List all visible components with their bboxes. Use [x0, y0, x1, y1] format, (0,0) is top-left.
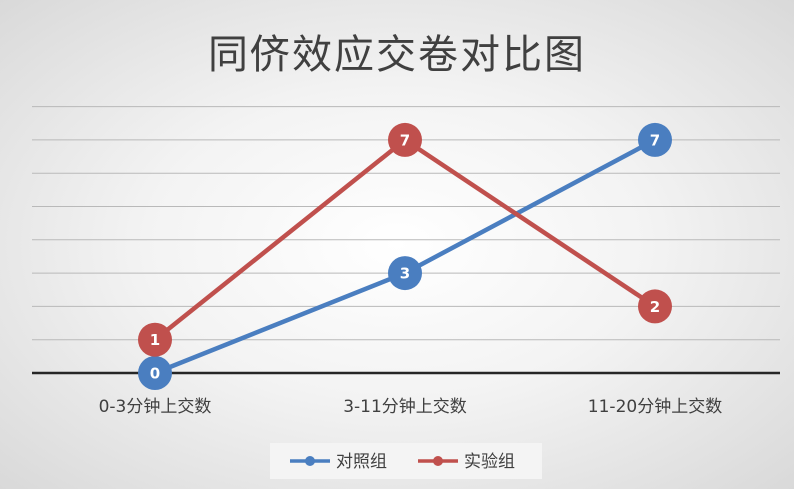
data-point	[138, 356, 172, 390]
legend: 对照组 实验组	[270, 443, 542, 479]
data-point	[388, 256, 422, 291]
data-label: 7	[650, 131, 660, 149]
x-tick-label: 3-11分钟上交数	[343, 397, 467, 417]
data-label: 3	[400, 265, 410, 283]
data-point	[638, 122, 672, 157]
data-point	[638, 289, 672, 324]
legend-marker	[305, 456, 315, 466]
data-point	[388, 122, 422, 157]
data-label: 0	[150, 365, 160, 383]
data-label: 2	[650, 298, 660, 316]
x-tick-label: 0-3分钟上交数	[99, 397, 212, 417]
legend-label: 实验组	[464, 452, 515, 472]
data-label: 1	[150, 331, 160, 349]
x-tick-label: 11-20分钟上交数	[588, 397, 722, 417]
legend-marker	[433, 456, 443, 466]
data-label: 7	[400, 131, 410, 149]
legend-label: 对照组	[336, 452, 387, 472]
data-point	[138, 322, 172, 357]
chart-title: 同侪效应交卷对比图	[208, 32, 586, 78]
